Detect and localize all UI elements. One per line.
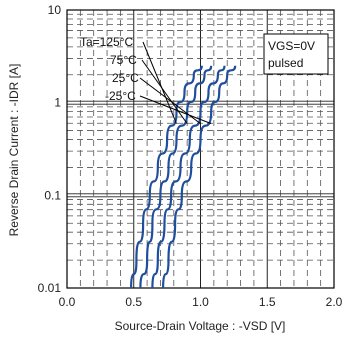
condition-vgs: VGS=0V <box>268 39 315 53</box>
series-curve-3 <box>162 65 237 289</box>
y-tick-label: 0.01 <box>38 281 62 295</box>
series-label-neg25c: -25°C <box>105 89 136 103</box>
series-curve-1 <box>139 65 213 289</box>
condition-box <box>263 33 329 75</box>
leader-line <box>142 41 177 124</box>
series-curves <box>130 65 237 289</box>
x-tick-label: 0.5 <box>125 295 142 309</box>
y-tick-label: 0.1 <box>44 188 61 202</box>
x-tick-label: 2.0 <box>326 295 343 309</box>
x-tick-label: 1.0 <box>192 295 209 309</box>
series-label-125c: Ta=125°C <box>80 35 134 49</box>
series-label-25c: 25°C <box>112 71 139 85</box>
leader-line <box>139 95 212 125</box>
x-tick-label: 0.0 <box>59 295 76 309</box>
tick-labels: 0.0 0.5 1.0 1.5 2.0 0.01 0.1 1 10 <box>38 3 343 309</box>
series-curve-0 <box>130 65 203 289</box>
series-curve-2 <box>151 65 226 289</box>
annotations: Ta=125°C 75°C 25°C -25°C VGS=0V pulsed <box>80 33 329 125</box>
x-axis-title: Source-Drain Voltage : -VSD [V] <box>115 319 286 333</box>
plot-frame <box>66 9 335 289</box>
series-leader-lines <box>139 41 212 125</box>
leader-line <box>141 59 188 124</box>
y-tick-label: 1 <box>54 96 61 110</box>
condition-pulsed: pulsed <box>268 56 303 70</box>
y-tick-label: 10 <box>48 3 62 17</box>
series-label-75c: 75°C <box>110 53 137 67</box>
x-tick-label: 1.5 <box>259 295 276 309</box>
y-axis-title: Reverse Drain Current : -IDR [A] <box>7 64 21 237</box>
